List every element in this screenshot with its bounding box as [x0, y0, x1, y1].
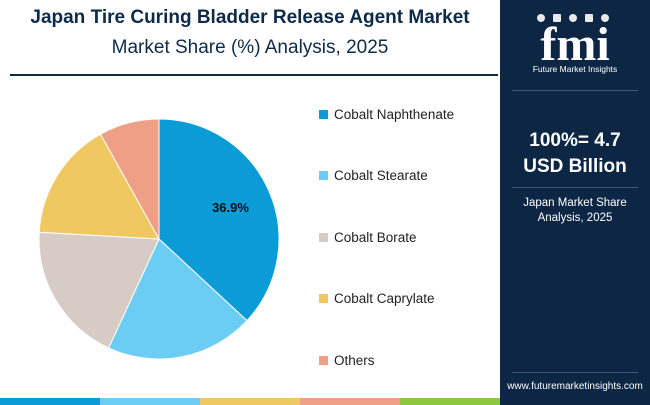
website-link[interactable]: www.futuremarketinsights.com	[507, 381, 643, 392]
legend-swatch	[319, 355, 328, 365]
pie-chart: 36.9%	[38, 118, 280, 360]
legend-item-cobalt-borate: Cobalt Borate	[319, 227, 417, 247]
bottom-bar-segment	[100, 398, 200, 405]
bottom-bar-segment	[0, 398, 100, 405]
bottom-color-bar	[0, 398, 500, 405]
bottom-bar-segment	[200, 398, 300, 405]
legend-swatch	[319, 232, 328, 242]
panel-divider-top	[512, 90, 638, 91]
pie-slice-cobalt-naphthenate	[158, 118, 280, 322]
logo-icons-row	[537, 14, 609, 22]
panel-subtitle-line1: Japan Market Share	[523, 197, 627, 209]
legend-swatch	[319, 109, 328, 119]
chart-subtitle: Market Share (%) Analysis, 2025	[111, 37, 389, 58]
pie-slice-cobalt-borate	[38, 231, 160, 349]
legend-swatch	[319, 294, 328, 303]
panel-divider-middle	[512, 187, 638, 188]
market-total-value: 100%= 4.7	[529, 130, 621, 151]
title-divider	[10, 74, 498, 76]
legend-item-cobalt-stearate: Cobalt Stearate	[319, 166, 428, 186]
legend-label: Cobalt Stearate	[334, 168, 428, 183]
chart-title: Japan Tire Curing Bladder Release Agent …	[30, 7, 470, 28]
logo-letters: fmi	[540, 18, 609, 71]
brand-name: Future Market Insights	[532, 64, 618, 74]
bottom-bar-segment	[400, 398, 500, 405]
legend-swatch	[319, 171, 328, 180]
fmi-logo: fmi	[537, 14, 610, 71]
panel-divider-bottom	[512, 372, 638, 373]
panel-subtitle: Japan Market Share Analysis, 2025	[500, 196, 650, 226]
legend-label: Others	[334, 352, 375, 368]
pie-slice-cobalt-stearate	[107, 238, 248, 360]
side-panel: fmi Future Market Insights 100%= 4.7 USD…	[500, 0, 650, 405]
market-total: 100%= 4.7 USD Billion	[500, 128, 650, 180]
legend-label: Cobalt Naphthenate	[334, 106, 455, 122]
legend-label: Cobalt Borate	[334, 229, 417, 245]
market-total-unit: USD Billion	[523, 156, 627, 177]
panel-subtitle-line2: Analysis, 2025	[537, 212, 613, 224]
bottom-bar-segment	[300, 398, 400, 405]
legend-item-others: Others	[319, 350, 375, 370]
data-label-cobalt-naphthenate: 36.9%	[212, 200, 249, 215]
pie-slice-cobalt-caprylate	[38, 133, 160, 240]
legend-item-cobalt-caprylate: Cobalt Caprylate	[319, 289, 435, 309]
legend-item-cobalt-naphthenate: Cobalt Naphthenate	[319, 104, 454, 124]
legend-label: Cobalt Caprylate	[334, 291, 435, 306]
pie-slice-others	[99, 118, 160, 241]
